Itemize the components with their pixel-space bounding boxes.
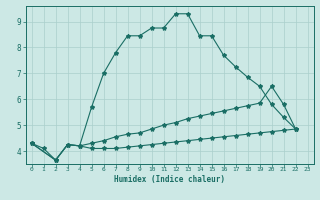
- X-axis label: Humidex (Indice chaleur): Humidex (Indice chaleur): [114, 175, 225, 184]
